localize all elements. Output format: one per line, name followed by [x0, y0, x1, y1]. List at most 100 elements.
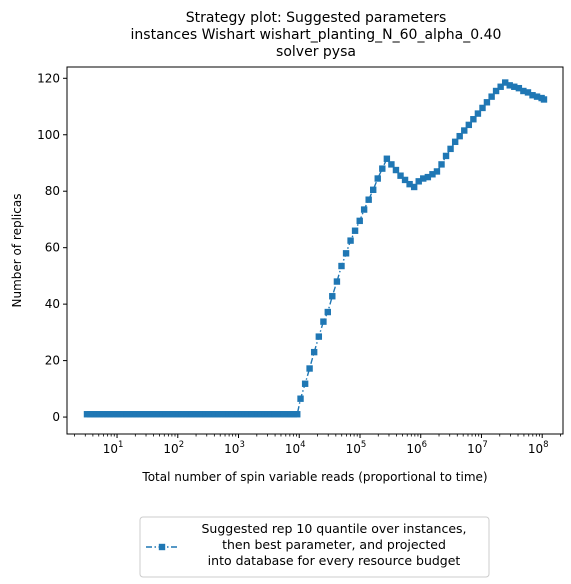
data-point — [152, 411, 160, 418]
legend: Suggested rep 10 quantile over instances… — [139, 516, 490, 578]
data-point — [356, 217, 363, 225]
data-point — [218, 411, 225, 418]
data-point — [231, 411, 239, 418]
data-point — [172, 411, 179, 418]
data-point — [254, 411, 262, 418]
x-tick-label: 107 — [467, 440, 488, 456]
data-point — [198, 411, 206, 418]
data-point — [329, 293, 336, 300]
data-point — [211, 411, 219, 418]
y-tick-label: 100 — [37, 128, 60, 142]
data-point — [195, 411, 202, 418]
data-point — [274, 411, 281, 418]
data-point — [461, 127, 468, 134]
data-point — [185, 411, 193, 418]
chart-title: Strategy plot: Suggested parametersinsta… — [131, 10, 502, 60]
data-point — [379, 165, 386, 172]
data-point — [294, 411, 301, 418]
data-point — [465, 121, 473, 129]
data-point — [488, 93, 495, 100]
data-point — [515, 84, 523, 92]
data-point — [529, 92, 536, 99]
data-point — [109, 411, 117, 418]
data-point — [442, 152, 450, 160]
data-point — [284, 411, 291, 418]
chart-title-line: instances Wishart wishart_planting_N_60_… — [131, 27, 502, 43]
legend-label-line: Suggested rep 10 quantile over instances… — [201, 521, 466, 536]
data-point — [474, 110, 482, 117]
data-point — [96, 411, 103, 418]
data-point — [116, 411, 123, 418]
data-point — [132, 411, 140, 418]
data-point — [447, 145, 454, 153]
data-point — [264, 411, 271, 418]
x-tick-label: 105 — [346, 440, 367, 456]
data-point — [290, 411, 298, 418]
data-point — [540, 96, 548, 103]
data-point — [205, 411, 212, 418]
legend-box — [139, 516, 490, 578]
data-point — [388, 161, 395, 168]
data-point — [506, 82, 513, 89]
x-tick-label: 108 — [528, 440, 549, 456]
legend-swatch — [146, 543, 178, 551]
data-point — [315, 333, 323, 340]
data-point — [228, 411, 235, 418]
y-tick-label: 40 — [45, 297, 60, 311]
data-point — [438, 161, 445, 168]
data-point — [324, 308, 331, 316]
data-point — [280, 411, 288, 418]
data-point — [401, 176, 409, 184]
y-tick-label: 0 — [52, 410, 60, 424]
y-tick-label: 80 — [45, 184, 60, 198]
data-point — [192, 411, 199, 418]
data-point — [433, 168, 441, 175]
data-point — [451, 138, 459, 146]
series-layer — [83, 79, 548, 418]
data-point — [159, 411, 166, 418]
data-point — [511, 83, 518, 90]
data-point — [420, 175, 427, 182]
data-point — [483, 99, 491, 106]
y-tick-label: 20 — [45, 354, 60, 368]
legend-label-line: into database for every resource budget — [208, 553, 461, 568]
data-point — [520, 87, 527, 95]
legend-label-line: then best parameter, and projected — [222, 537, 446, 552]
x-tick-label: 102 — [163, 440, 184, 456]
data-point — [310, 348, 318, 356]
data-point — [429, 171, 436, 178]
y-tick-label: 120 — [37, 71, 60, 85]
data-point — [271, 411, 278, 418]
data-point — [365, 196, 372, 203]
data-point — [470, 116, 477, 123]
data-point — [479, 104, 486, 112]
data-point — [360, 206, 368, 213]
x-tick-label: 106 — [406, 440, 427, 456]
data-point — [165, 411, 173, 418]
data-point — [397, 172, 404, 179]
data-point — [370, 186, 377, 194]
data-point — [392, 166, 400, 174]
data-point — [241, 411, 248, 418]
data-point — [301, 380, 309, 387]
plot-area: 0 20 40 60 80 100 120 101 102 103 104 105 106 107 108 — [37, 66, 564, 456]
data-point — [502, 79, 509, 86]
data-point — [251, 411, 258, 418]
data-point — [456, 132, 463, 140]
data-point — [146, 411, 153, 418]
data-point — [188, 411, 196, 418]
data-point — [374, 175, 381, 182]
data-point — [342, 250, 350, 257]
data-point — [261, 411, 268, 418]
data-point — [182, 411, 189, 418]
data-point — [338, 262, 345, 270]
data-point — [257, 411, 265, 418]
data-point — [139, 411, 146, 418]
x-axis: 101 102 103 104 105 106 107 108 — [74, 434, 561, 456]
data-point — [149, 411, 156, 418]
data-point — [287, 411, 294, 418]
data-point — [126, 411, 133, 418]
x-axis-label: Total number of spin variable reads (pro… — [141, 470, 487, 484]
data-point — [221, 411, 229, 418]
plot-frame — [66, 66, 564, 435]
